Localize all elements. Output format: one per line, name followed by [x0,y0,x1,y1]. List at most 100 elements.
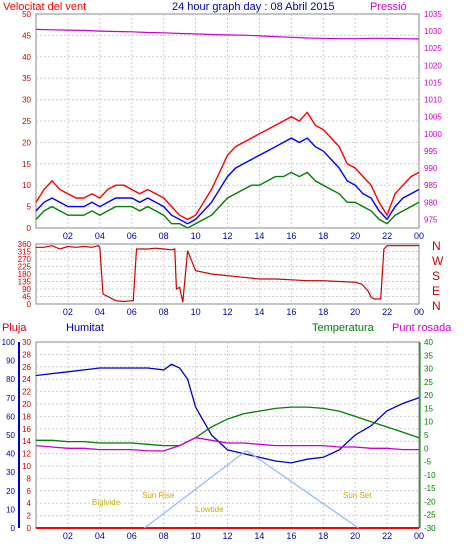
x-tick-label: 12 [222,231,232,241]
y-tick-label: 20 [22,400,31,409]
x-tick-label: 22 [382,307,392,317]
legend-humidity: Humitat [66,322,104,334]
y-tick-label: 1030 [424,27,442,36]
series-avg [35,171,420,229]
annotation-lowtide: Lowtide [196,505,224,514]
x-tick-label: 16 [286,531,296,541]
compass-n-bottom: N [432,299,441,313]
y-tick-label: 100 [2,338,16,347]
y-tick-label: 1000 [424,130,442,139]
y-tick-label: 40 [6,450,15,459]
wind-speed-axis-title: Velocitat del vent [3,1,86,13]
x-tick-label: 20 [350,531,360,541]
tick-layer: 02 04 06 08 10 12 14 16 18 20 22 000510152025303540… [2,10,443,541]
y-tick-label: 60 [6,412,15,421]
x-tick-label: 12 [222,307,232,317]
x-tick-label: 20 [350,307,360,317]
y-tick-label: 12 [22,450,31,459]
y-tick-label: -30 [424,524,436,533]
y-tick-label: 0 [11,524,16,533]
x-tick-label: 00 [414,531,424,541]
x-tick-label: 10 [191,307,201,317]
y-tick-label: 40 [424,338,433,347]
y-tick-label: 22 [22,388,31,397]
y-tick-label: 28 [22,350,31,359]
y-tick-label: 30 [22,338,31,347]
y-tick-label: 18 [22,412,31,421]
x-tick-label: 00 [414,231,424,241]
series-direction [36,245,419,303]
x-tick-label: 18 [318,231,328,241]
series-pressure [35,28,420,40]
y-tick-label: 1015 [424,78,442,87]
series-dewpoint [35,437,419,452]
y-tick-label: 6 [27,487,32,496]
x-tick-label: 18 [318,307,328,317]
x-tick-label: 14 [254,307,264,317]
y-tick-label: 2 [27,512,32,521]
y-tick-label: 26 [22,363,31,372]
wind-pressure-panel [35,13,420,229]
x-tick-label: 18 [318,531,328,541]
x-tick-label: 22 [382,231,392,241]
series-temperature [36,406,420,447]
annotation-sunrise: Sun Rise [142,491,175,500]
series-humidity [35,363,420,464]
x-tick-label: 02 [63,231,73,241]
y-tick-label: 990 [424,164,438,173]
y-tick-label: 980 [424,198,438,207]
y-tick-label: 8 [27,474,32,483]
x-tick-label: 02 [63,531,73,541]
y-tick-label: 135 [18,278,32,287]
series-speed [35,137,420,225]
legend-dewpoint: Punt rosada [392,322,452,334]
y-tick-label: 50 [22,10,31,19]
y-tick-label: 975 [424,215,438,224]
y-tick-label: 15 [22,160,31,169]
y-tick-label: 0 [27,300,32,309]
y-tick-label: 90 [6,357,15,366]
y-tick-label: 70 [6,394,15,403]
y-tick-label: 0 [27,524,32,533]
x-tick-label: 14 [254,231,264,241]
series-gust [35,111,420,221]
x-tick-label: 08 [159,531,169,541]
compass-labels: N W S E N [432,239,444,313]
x-tick-label: 06 [127,231,137,241]
y-tick-label: 20 [22,138,31,147]
y-tick-label: 0 [27,224,32,233]
y-tick-label: 10 [22,462,31,471]
y-tick-label: 1010 [424,96,442,105]
y-tick-label: 1025 [424,44,442,53]
x-tick-label: 12 [222,531,232,541]
y-tick-label: 10 [424,418,433,427]
annotation-hightide: Biglvide [92,498,121,507]
y-tick-label: 315 [18,248,32,257]
x-tick-label: 14 [254,531,264,541]
y-tick-label: 50 [6,431,15,440]
y-tick-label: -25 [424,511,436,520]
x-tick-label: 08 [159,307,169,317]
x-tick-label: 04 [95,307,105,317]
y-tick-label: 20 [6,487,15,496]
y-tick-label: 5 [424,431,429,440]
series-solar [144,449,359,529]
y-tick-label: 80 [6,375,15,384]
grid-layer [18,14,421,528]
y-tick-label: 20 [424,391,433,400]
x-tick-label: 08 [159,231,169,241]
legend-temperature: Temperatura [312,322,375,334]
y-tick-label: 995 [424,147,438,156]
series-layer [35,28,420,529]
y-tick-label: -15 [424,484,436,493]
x-tick-label: 02 [63,307,73,317]
y-tick-label: 45 [22,31,31,40]
chart-title: 24 hour graph day : 08 Abril 2015 [172,1,335,13]
y-tick-label: 45 [22,293,31,302]
y-tick-label: 30 [424,365,433,374]
y-tick-label: 35 [424,351,433,360]
y-tick-label: 16 [22,425,31,434]
y-tick-label: 1020 [424,61,442,70]
y-tick-label: 360 [18,240,32,249]
